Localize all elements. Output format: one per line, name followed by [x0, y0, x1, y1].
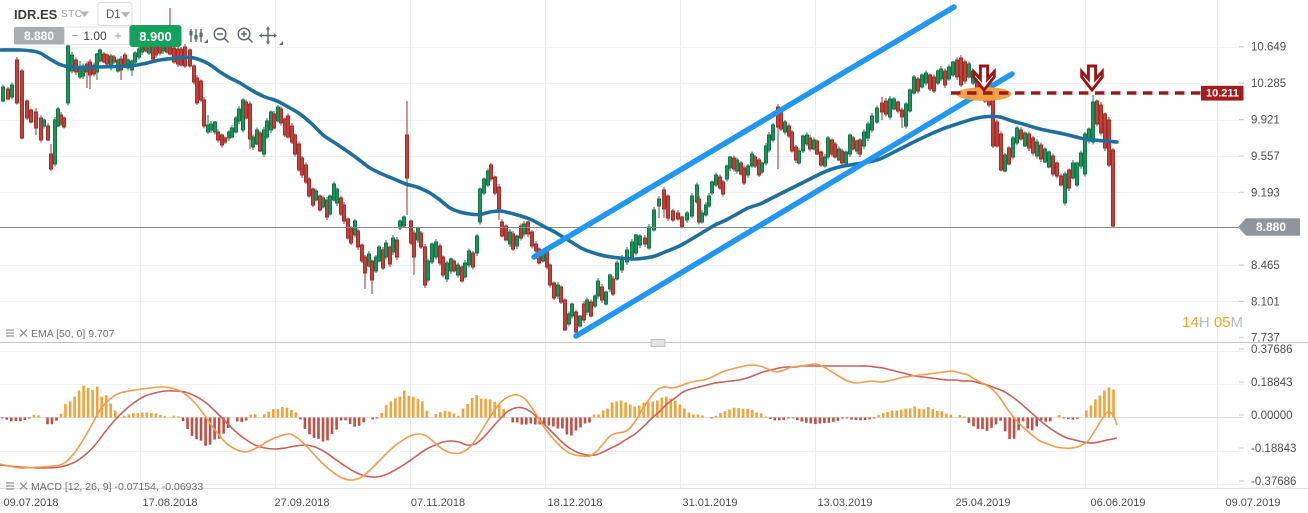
svg-text:10.285: 10.285: [1251, 78, 1286, 90]
svg-text:-0.37686: -0.37686: [1251, 476, 1296, 488]
svg-text:−: −: [71, 28, 79, 43]
svg-text:IDR.ES: IDR.ES: [14, 7, 58, 22]
svg-text:EMA [50, 0] 9.707: EMA [50, 0] 9.707: [31, 328, 115, 340]
svg-text:14H 05M: 14H 05M: [1182, 314, 1243, 331]
svg-text:06.06.2019: 06.06.2019: [1090, 497, 1145, 509]
svg-text:7.737: 7.737: [1251, 333, 1280, 345]
svg-text:09.07.2018: 09.07.2018: [3, 497, 58, 509]
svg-text:25.04.2019: 25.04.2019: [955, 497, 1010, 509]
svg-text:17.08.2018: 17.08.2018: [142, 497, 197, 509]
svg-text:8.101: 8.101: [1251, 296, 1280, 308]
svg-text:8.880: 8.880: [24, 29, 54, 43]
svg-text:D1: D1: [106, 9, 121, 21]
svg-text:09.07.2019: 09.07.2019: [1225, 497, 1280, 509]
svg-text:9.193: 9.193: [1251, 187, 1280, 199]
svg-text:STC: STC: [61, 9, 83, 20]
svg-text:10.211: 10.211: [1206, 88, 1239, 100]
svg-text:+: +: [114, 28, 122, 43]
svg-text:MACD [12, 26, 9] -0.07154, -0.: MACD [12, 26, 9] -0.07154, -0.06933: [31, 481, 203, 493]
svg-text:0.18843: 0.18843: [1251, 377, 1293, 389]
svg-text:18.12.2018: 18.12.2018: [547, 497, 602, 509]
svg-text:31.01.2019: 31.01.2019: [682, 497, 737, 509]
svg-text:07.11.2018: 07.11.2018: [411, 497, 465, 509]
svg-text:10.649: 10.649: [1251, 42, 1286, 54]
svg-text:9.921: 9.921: [1251, 115, 1280, 127]
svg-text:13.03.2019: 13.03.2019: [817, 497, 872, 509]
svg-text:8.465: 8.465: [1251, 260, 1280, 272]
svg-text:0.00000: 0.00000: [1251, 410, 1293, 422]
svg-text:8.900: 8.900: [139, 29, 172, 44]
svg-text:-0.18843: -0.18843: [1251, 443, 1296, 455]
svg-text:8.880: 8.880: [1256, 220, 1286, 234]
svg-text:9.557: 9.557: [1251, 151, 1280, 163]
svg-text:27.09.2018: 27.09.2018: [274, 497, 329, 509]
svg-text:0.37686: 0.37686: [1251, 344, 1293, 356]
svg-text:1.00: 1.00: [83, 29, 107, 43]
